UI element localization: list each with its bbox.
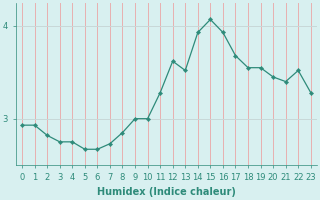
X-axis label: Humidex (Indice chaleur): Humidex (Indice chaleur)	[97, 187, 236, 197]
